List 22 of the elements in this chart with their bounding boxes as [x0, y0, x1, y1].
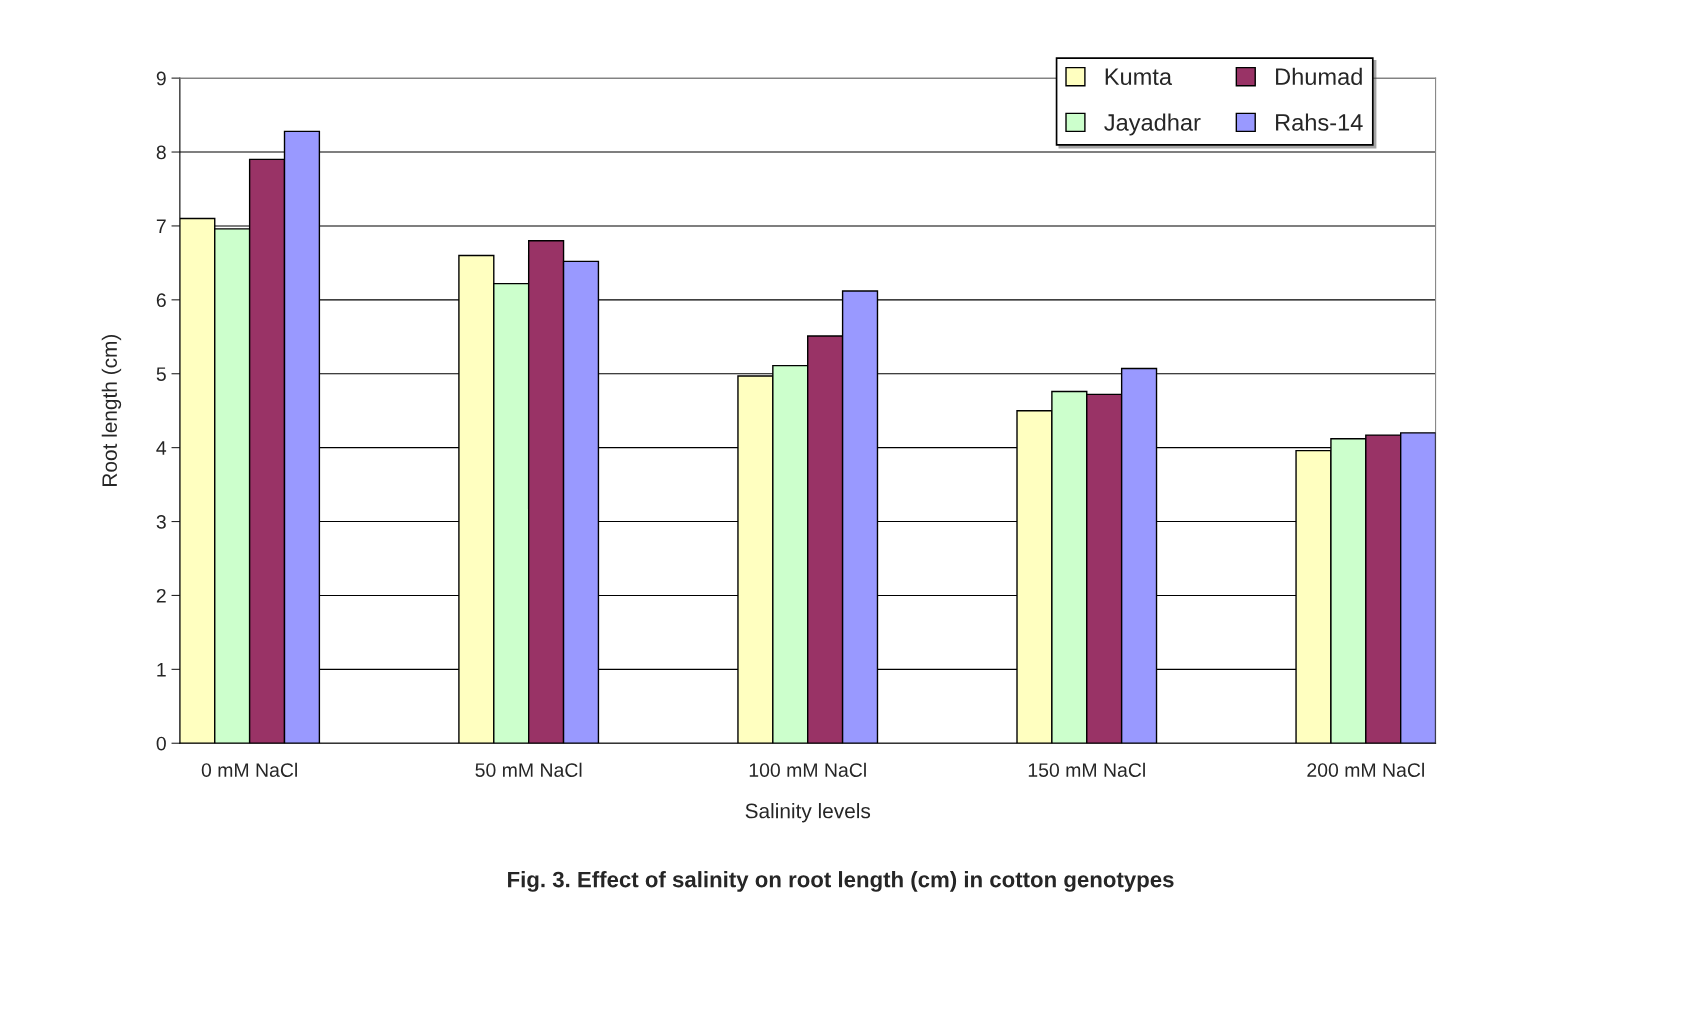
x-axis-title: Salinity levels: [745, 803, 871, 823]
y-tick-label: 9: [156, 71, 166, 86]
y-tick-label: 0: [156, 736, 166, 751]
x-tick-label: 50 mM NaCl: [475, 762, 582, 777]
legend-label: Dhumad: [1276, 67, 1362, 86]
y-tick-label: 7: [156, 219, 166, 233]
y-tick-label: 2: [156, 588, 166, 603]
y-tick-label: 1: [157, 663, 166, 677]
y-tick-label: 8: [156, 145, 166, 160]
y-axis-title: Root length (cm): [101, 334, 122, 486]
legend-label: Jayadhar: [1104, 113, 1201, 136]
legend-label: Kumta: [1105, 68, 1173, 86]
x-tick-label: 0 mM NaCl: [201, 762, 297, 777]
y-tick-label: 4: [156, 441, 167, 455]
legend-label: Rahs-14: [1276, 113, 1363, 131]
y-tick-label: 3: [156, 515, 166, 529]
y-tick-label: 6: [156, 293, 166, 308]
y-tick-label: 5: [156, 367, 166, 381]
text: Fig. 3. Effect of salinity on root length (cm) in cotton genotypes: [508, 871, 1174, 892]
x-tick-label: 200 mM NaCl: [1307, 762, 1424, 777]
x-tick-label: 150 mM NaCl: [1028, 762, 1145, 777]
x-tick-label: 100 mM NaCl: [749, 762, 866, 777]
